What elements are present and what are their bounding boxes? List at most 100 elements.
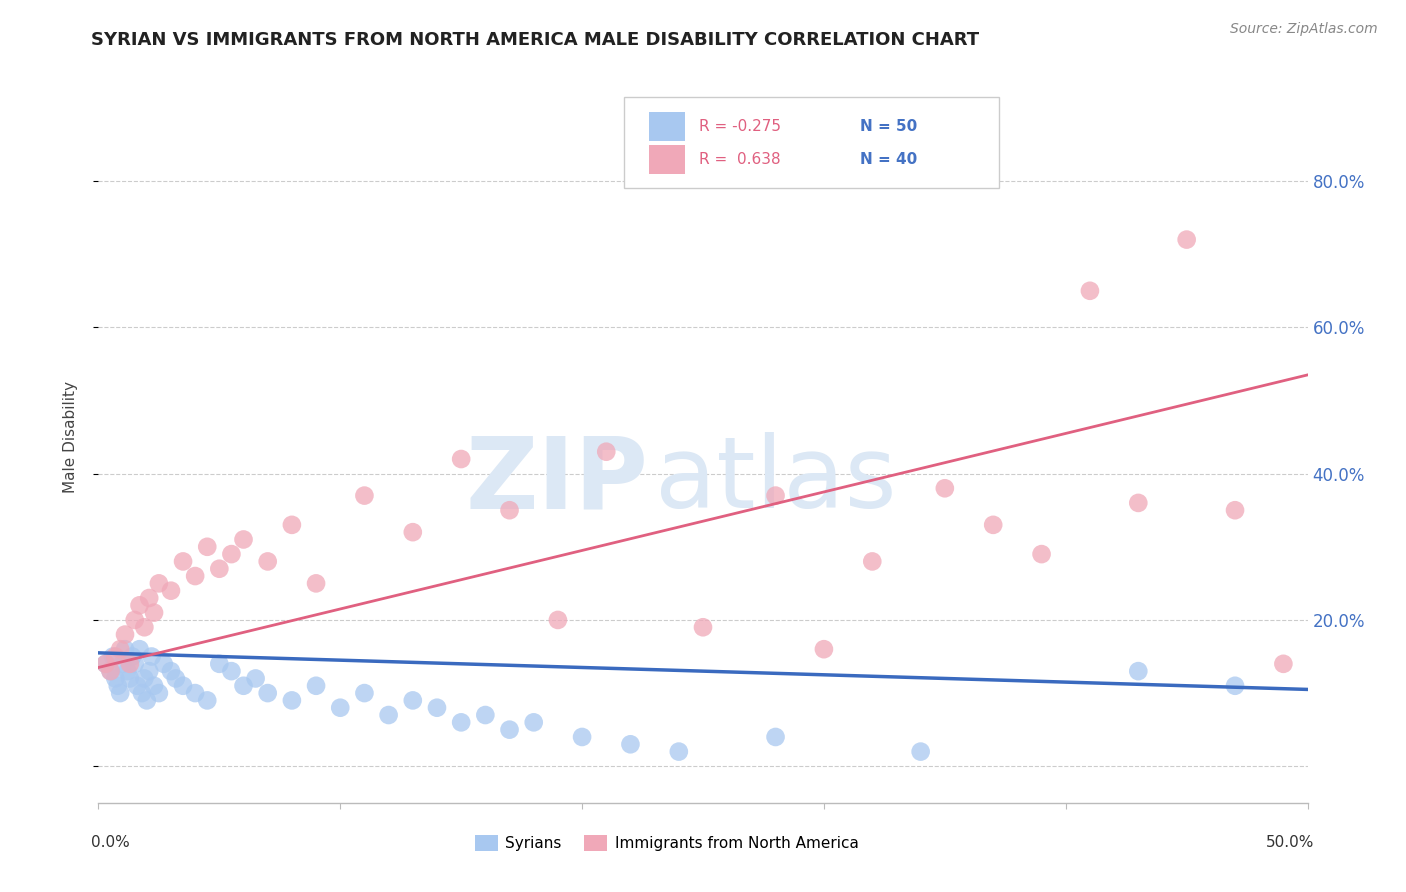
Text: N = 50: N = 50 — [860, 119, 918, 134]
Text: R =  0.638: R = 0.638 — [699, 152, 780, 167]
Point — [121, 649, 143, 664]
Point — [1175, 233, 1198, 247]
Point — [281, 693, 304, 707]
Point — [172, 679, 194, 693]
Point — [101, 649, 124, 664]
Point — [100, 664, 122, 678]
Point — [281, 517, 304, 532]
Point — [221, 547, 243, 561]
Point — [619, 737, 641, 751]
Point — [195, 693, 218, 707]
FancyBboxPatch shape — [648, 145, 685, 174]
Point — [765, 489, 787, 503]
Point — [107, 679, 129, 693]
Point — [124, 657, 146, 671]
Text: ZIP: ZIP — [465, 433, 648, 530]
Point — [141, 649, 163, 664]
Point — [402, 693, 425, 707]
Point — [523, 715, 546, 730]
Point — [402, 525, 425, 540]
Point — [1128, 496, 1150, 510]
Point — [184, 686, 207, 700]
Text: atlas: atlas — [655, 433, 896, 530]
Point — [114, 642, 136, 657]
Point — [256, 686, 278, 700]
Point — [426, 700, 449, 714]
Point — [104, 649, 127, 664]
Point — [668, 745, 690, 759]
Point — [245, 672, 267, 686]
Point — [138, 591, 160, 605]
Point — [232, 533, 254, 547]
Point — [353, 686, 375, 700]
Text: 50.0%: 50.0% — [1267, 836, 1315, 850]
Point — [498, 723, 520, 737]
Point — [184, 569, 207, 583]
Point — [256, 554, 278, 568]
Point — [221, 664, 243, 678]
Point — [474, 708, 496, 723]
Point — [498, 503, 520, 517]
Point — [118, 657, 141, 671]
Point — [104, 672, 127, 686]
Point — [1031, 547, 1053, 561]
Point — [118, 672, 141, 686]
Point — [208, 657, 231, 671]
Point — [692, 620, 714, 634]
Text: Source: ZipAtlas.com: Source: ZipAtlas.com — [1230, 22, 1378, 37]
Text: 0.0%: 0.0% — [91, 836, 131, 850]
Point — [860, 554, 883, 568]
Text: R = -0.275: R = -0.275 — [699, 119, 782, 134]
Point — [329, 700, 352, 714]
Point — [143, 679, 166, 693]
Point — [1223, 679, 1246, 693]
Point — [934, 481, 956, 495]
Point — [165, 672, 187, 686]
Point — [981, 517, 1004, 532]
Point — [1272, 657, 1295, 671]
Point — [571, 730, 593, 744]
Point — [111, 657, 134, 671]
Point — [108, 686, 131, 700]
Point — [195, 540, 218, 554]
Point — [135, 693, 157, 707]
Point — [765, 730, 787, 744]
Point — [910, 745, 932, 759]
Text: SYRIAN VS IMMIGRANTS FROM NORTH AMERICA MALE DISABILITY CORRELATION CHART: SYRIAN VS IMMIGRANTS FROM NORTH AMERICA … — [91, 31, 980, 49]
Text: N = 40: N = 40 — [860, 152, 918, 167]
Point — [172, 554, 194, 568]
Point — [138, 664, 160, 678]
Point — [1078, 284, 1101, 298]
Point — [148, 576, 170, 591]
Point — [232, 679, 254, 693]
Point — [148, 686, 170, 700]
Point — [595, 444, 617, 458]
Point — [377, 708, 399, 723]
Point — [450, 452, 472, 467]
Point — [124, 613, 146, 627]
Point — [450, 715, 472, 730]
FancyBboxPatch shape — [624, 97, 1000, 188]
Point — [1223, 503, 1246, 517]
Point — [813, 642, 835, 657]
Point — [134, 620, 156, 634]
Point — [160, 583, 183, 598]
Y-axis label: Male Disability: Male Disability — [63, 381, 77, 493]
Point — [305, 679, 328, 693]
Point — [128, 642, 150, 657]
Point — [1128, 664, 1150, 678]
Point — [305, 576, 328, 591]
Point — [143, 606, 166, 620]
Point — [100, 664, 122, 678]
Point — [128, 599, 150, 613]
Point — [208, 562, 231, 576]
Point — [160, 664, 183, 678]
FancyBboxPatch shape — [648, 112, 685, 141]
Point — [114, 627, 136, 641]
Point — [94, 657, 117, 671]
Point — [117, 664, 139, 678]
Point — [108, 642, 131, 657]
Point — [547, 613, 569, 627]
Point — [94, 657, 117, 671]
Point — [127, 679, 149, 693]
